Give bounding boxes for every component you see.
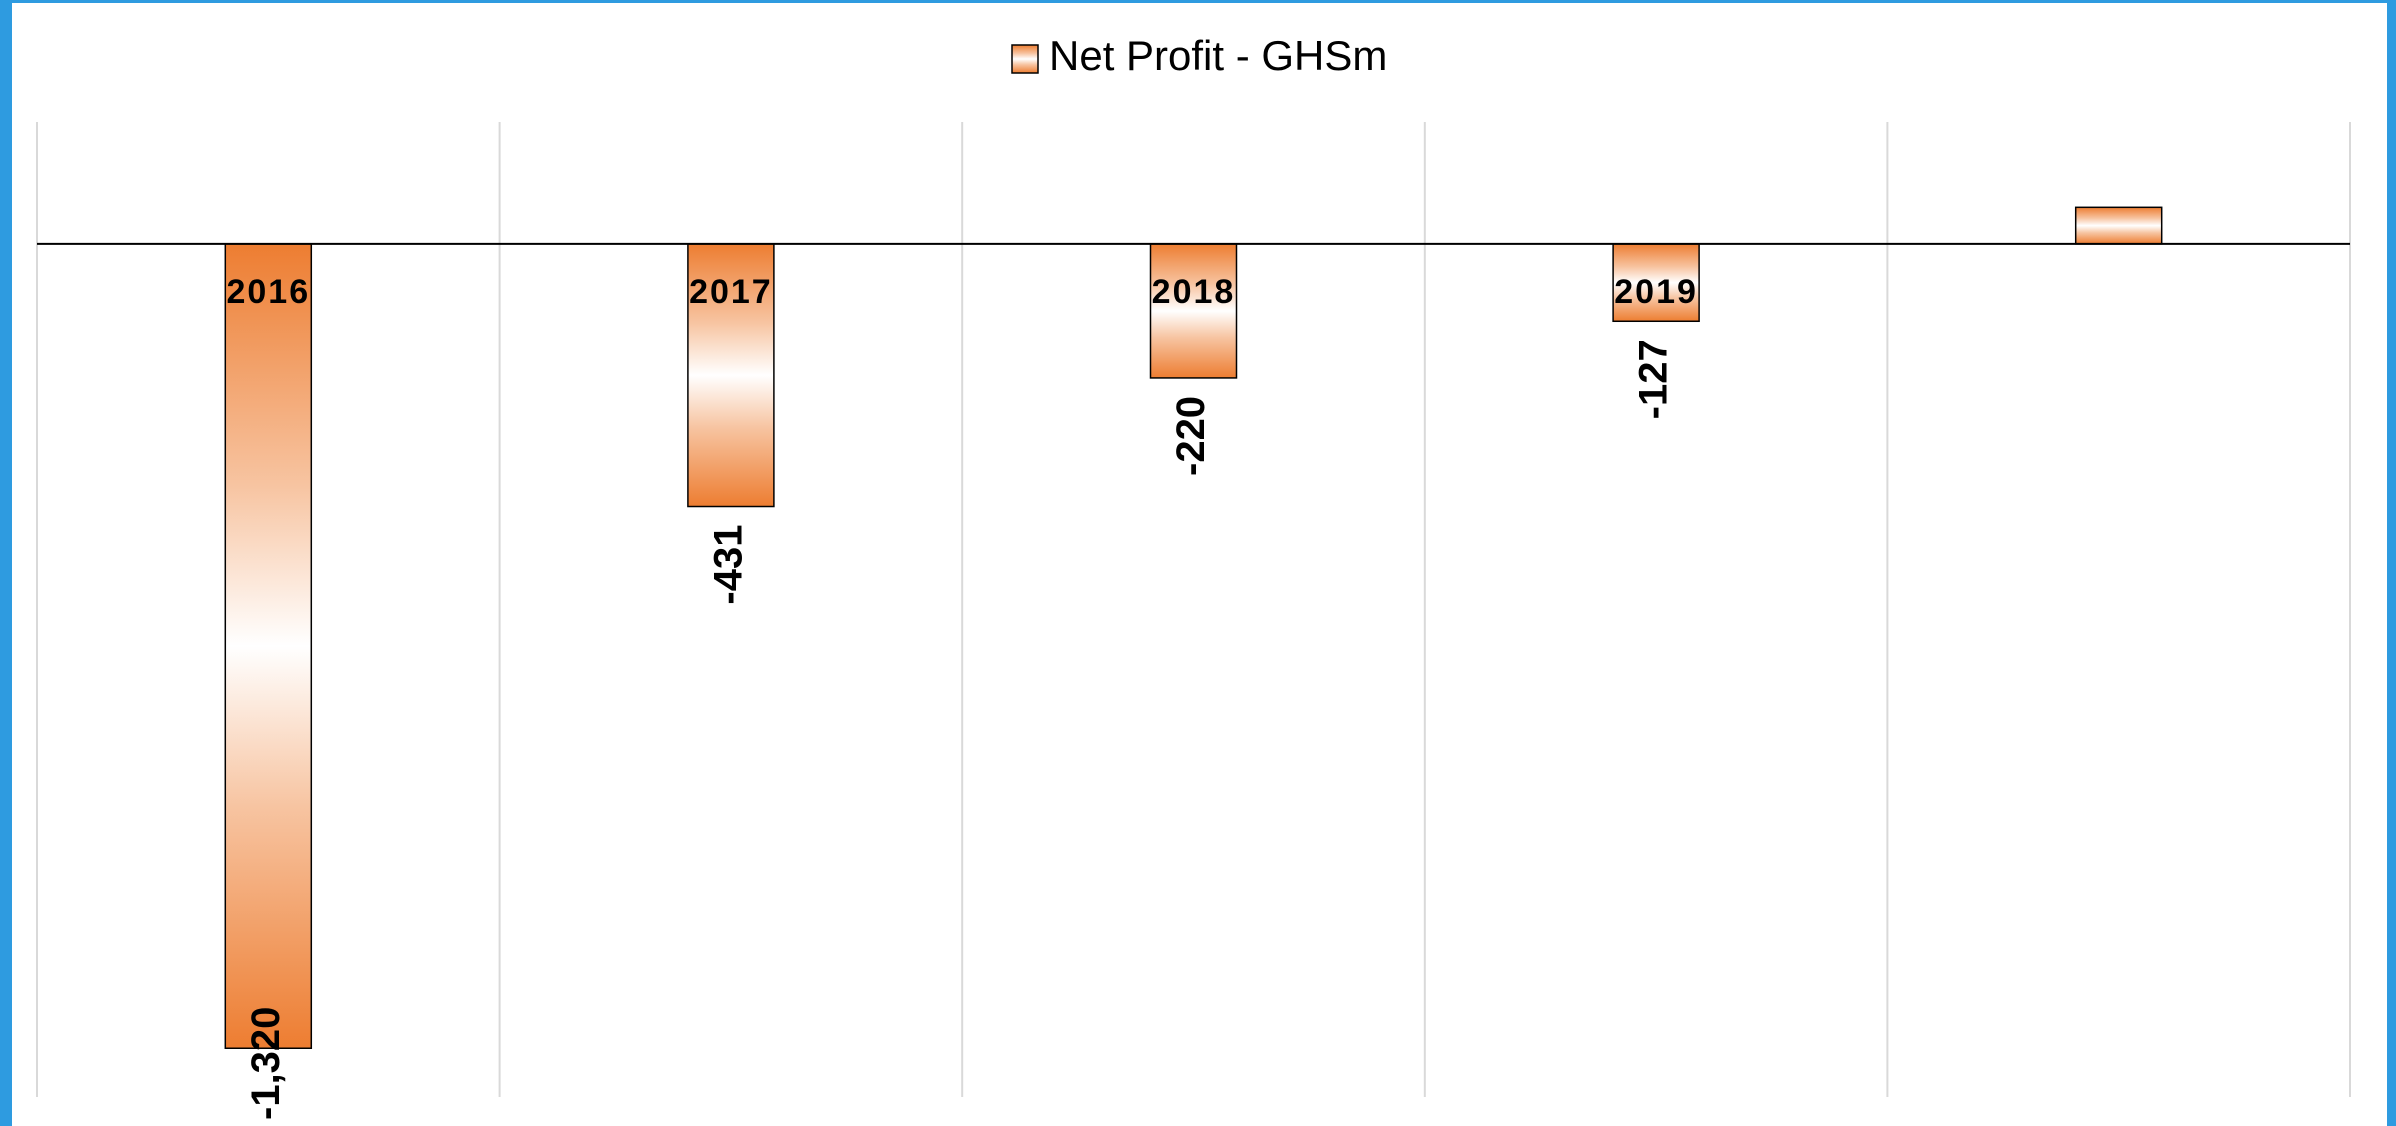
category-label: 2018 [1152,273,1236,311]
legend-label: Net Profit - GHSm [1049,32,1387,79]
data-label: -1,320 [244,1007,288,1120]
category-label: 2019 [1614,273,1698,311]
data-label: -220 [1169,396,1213,476]
bar [224,243,313,1049]
bar [1612,243,1700,323]
data-label: -127 [1632,339,1676,419]
category-label: 2016 [226,273,310,311]
legend-swatch [1011,44,1039,74]
bar [687,243,775,508]
bar [2074,206,2163,245]
data-label: -431 [706,525,750,605]
category-label: 2017 [689,273,773,311]
chart: Net Profit - GHSm 2016 -1,320 2017 -431 2018 -… [12,3,2387,1126]
bar [1149,243,1238,379]
